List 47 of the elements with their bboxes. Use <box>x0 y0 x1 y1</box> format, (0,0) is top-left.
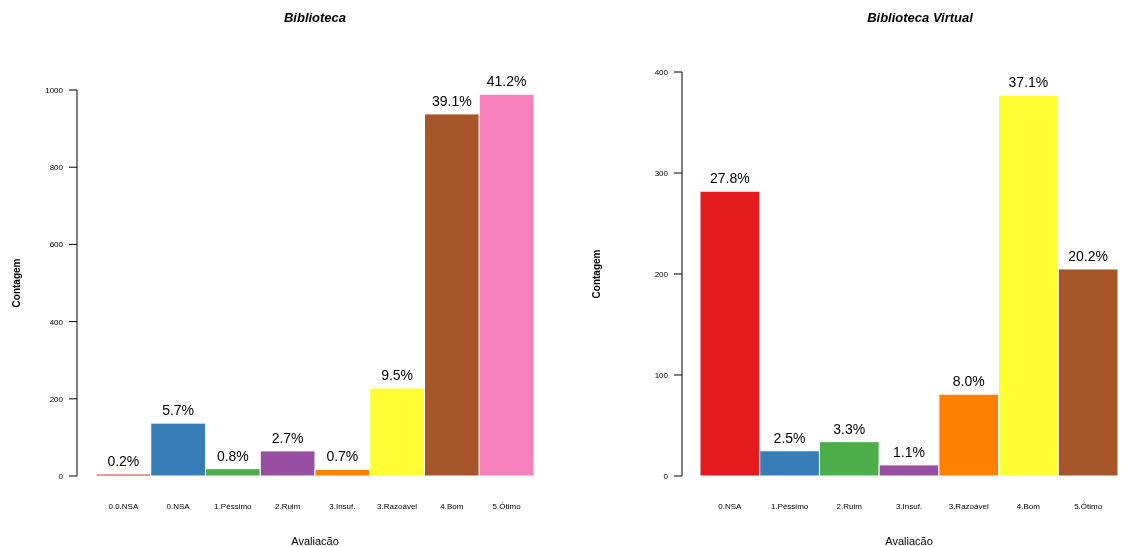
x-tick-label: 3.Insuf. <box>329 502 356 511</box>
annotation: 0.7% <box>326 448 359 465</box>
x-tick-label: 0.0.NSA <box>108 502 139 511</box>
x-axis-title: Avaliacão <box>291 535 339 547</box>
x-tick-label: 3.Razoável <box>948 502 989 511</box>
y-tick-label: 300 <box>654 169 669 178</box>
annotation: 3.3% <box>833 420 866 437</box>
annotation: 0.8% <box>216 447 249 464</box>
x-tick-label: 2.Ruim <box>274 502 301 511</box>
x-tick-label: 0.NSA <box>718 502 743 511</box>
x-tick-label: 0.NSA <box>166 502 191 511</box>
chart-title: Biblioteca <box>283 10 347 25</box>
annotation: 9.5% <box>381 366 414 383</box>
x-tick-label: 5.Ótimo <box>1074 502 1103 511</box>
y-tick-label: 200 <box>49 394 64 404</box>
x-tick-label: 3.Insuf. <box>895 502 923 511</box>
annotation: 27.8% <box>710 170 750 187</box>
x-tick-label: 2.Ruim <box>836 502 863 511</box>
y-tick-label: 100 <box>654 371 669 380</box>
x-tick-label: 5.Ótimo <box>492 502 522 511</box>
y-tick-label: 0 <box>58 472 64 481</box>
y-axis-title: Contagem <box>591 249 602 299</box>
x-tick-label: 4.Bom <box>1016 502 1041 511</box>
annotation: 37.1% <box>1008 74 1049 91</box>
annotation: 39.1% <box>432 92 472 109</box>
annotation: 8.0% <box>952 373 985 390</box>
y-tick-label: 400 <box>654 68 669 77</box>
x-tick-label: 3.Razoável <box>377 502 418 511</box>
y-tick-label: 1000 <box>45 86 64 95</box>
annotation: 20.2% <box>1068 247 1108 264</box>
annotation: 0.2% <box>107 453 140 470</box>
x-tick-label: 1.Péssimo <box>770 502 809 511</box>
annotation: 5.7% <box>162 402 195 419</box>
x-axis-title: Avaliacão <box>885 535 933 547</box>
y-axis-title: Contagem <box>11 258 22 308</box>
y-tick-label: 400 <box>49 317 64 327</box>
x-tick-label: 4.Bom <box>440 502 464 511</box>
y-tick-label: 0 <box>663 472 669 481</box>
y-tick-label: 200 <box>654 270 669 279</box>
x-tick-label: 1.Péssimo <box>214 502 253 511</box>
annotation: 41.2% <box>486 73 527 90</box>
y-tick-label: 800 <box>49 163 64 173</box>
chart-title: Biblioteca Virtual <box>867 10 974 25</box>
annotation: 1.1% <box>893 443 925 460</box>
y-tick-label: 600 <box>49 240 64 250</box>
annotation: 2.5% <box>773 429 806 446</box>
annotation: 2.7% <box>271 429 304 446</box>
